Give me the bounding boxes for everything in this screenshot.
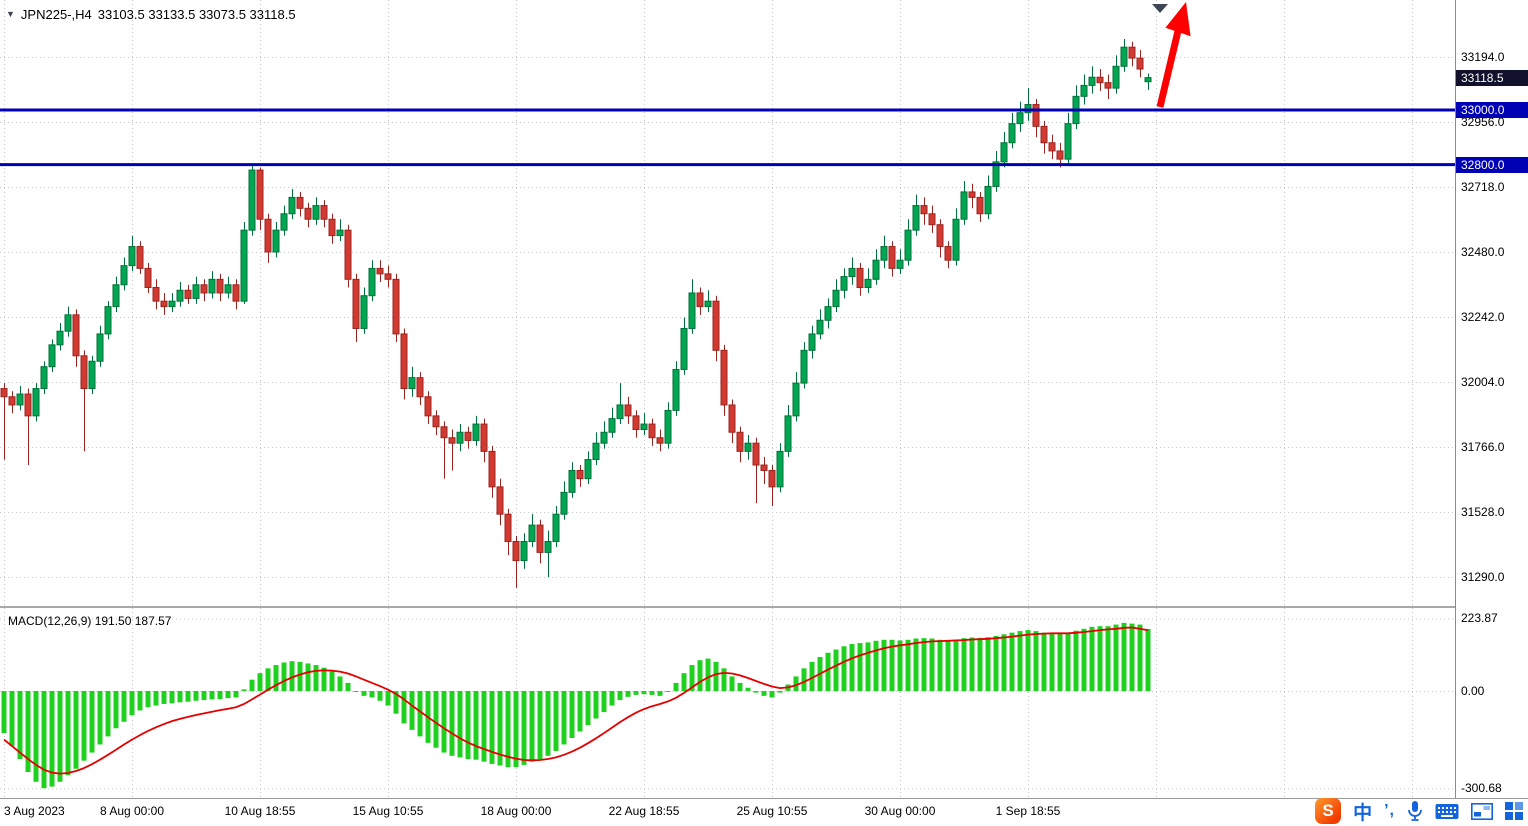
pane-separator[interactable] [0,606,1528,608]
macd-histogram [1,622,1151,789]
macd-grid-layer [0,608,1455,798]
time-label: 10 Aug 18:55 [224,804,296,818]
toolbox-glyph [1471,802,1493,820]
taskbar-tray: S 中 ’, [1315,798,1523,824]
bid-price-tag: 33118.5 [1456,70,1528,86]
keyboard-glyph [1435,803,1459,819]
time-label: 8 Aug 00:00 [99,804,165,818]
time-label: 25 Aug 10:55 [736,804,808,818]
symbol-timeframe-label: JPN225-,H4 [20,7,92,22]
time-axis[interactable]: 3 Aug 2023 8 Aug 00:00 10 Aug 18:55 15 Aug … [0,798,1528,826]
time-label: 3 Aug 2023 [4,804,65,818]
toolbox-icon[interactable] [1471,802,1493,820]
trend-arrow[interactable] [1156,2,1191,108]
macd-tick-label: 0.00 [1461,684,1485,698]
price-tick-label: 31290.0 [1461,570,1505,584]
time-label: 22 Aug 18:55 [608,804,680,818]
macd-indicator-label: MACD(12,26,9) 191.50 187.57 [8,614,172,628]
microphone-glyph [1408,801,1422,821]
punctuation-icon[interactable]: ’, [1384,802,1395,819]
grid-layer [0,0,1455,606]
keyboard-icon[interactable] [1435,803,1459,820]
time-label: 15 Aug 10:55 [352,804,424,818]
price-tick-label: 32480.0 [1461,245,1505,259]
ohlc-values: 33103.5 33133.5 33073.5 33118.5 [97,7,296,22]
time-label: 1 Sep 18:55 [995,804,1061,818]
macd-tick-label: -300.68 [1461,781,1502,796]
price-tick-label: 31528.0 [1461,505,1505,519]
price-scale[interactable]: 33194.0 32956.0 32718.0 32480.0 32242.0 32004… [1455,0,1528,798]
sogou-input-icon[interactable]: S [1315,798,1342,824]
chinese-mode-icon[interactable]: 中 [1353,802,1373,824]
chart-header: ▼ JPN225-,H4 33103.5 33133.5 33073.5 331… [6,7,296,22]
chart-top-marker-icon [1152,4,1168,13]
time-label: 18 Aug 00:00 [480,804,552,818]
level-price-tag: 33000.0 [1456,102,1528,118]
macd-indicator-chart[interactable] [0,608,1455,798]
price-tick-label: 32956.0 [1461,115,1505,129]
grid-icon[interactable] [1505,802,1523,820]
price-tick-label: 33194.0 [1461,50,1505,64]
price-tick-label: 32718.0 [1461,180,1505,194]
macd-tick-label: 223.87 [1461,611,1498,626]
price-tick-label: 32004.0 [1461,375,1505,389]
macd-signal-line [3,626,1149,775]
level-price-tag: 32800.0 [1456,157,1528,173]
candlestick-chart[interactable] [0,0,1455,606]
time-label: 30 Aug 00:00 [864,804,936,818]
grid-glyph [1505,802,1523,820]
price-tick-label: 31766.0 [1461,440,1505,454]
microphone-icon[interactable] [1407,800,1423,822]
symbol-marker-icon: ▼ [6,9,15,19]
price-tick-label: 32242.0 [1461,310,1505,324]
candles-layer [0,38,1152,588]
sogou-letter: S [1322,801,1334,820]
